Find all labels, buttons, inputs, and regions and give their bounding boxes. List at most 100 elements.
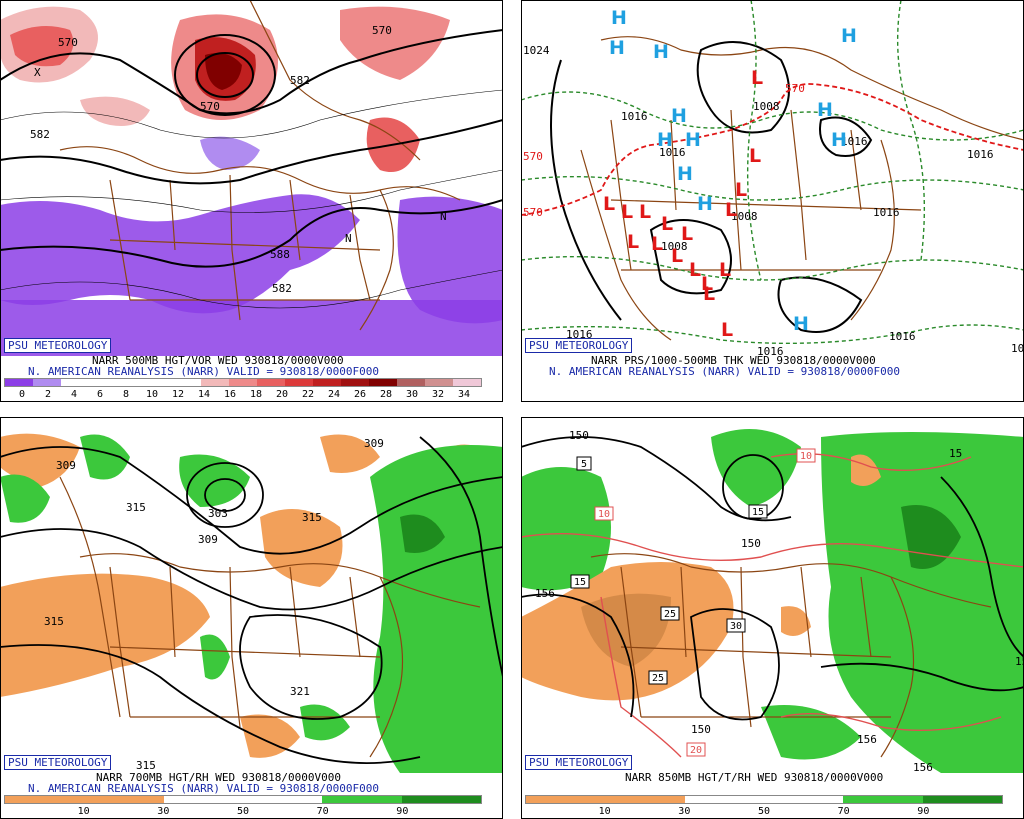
high-pressure-marker: H [685, 129, 701, 151]
colorbar-tick-label: 26 [353, 389, 367, 400]
map-850mb-t-rh: 150 156 150 150 156 156 15 15 5 10 10 15… [521, 417, 1024, 773]
panel-title: NARR PRS/1000-500MB THK WED 930818/0000V… [591, 354, 876, 367]
colorbar-tick-label: 20 [275, 389, 289, 400]
low-pressure-marker: L [651, 233, 663, 255]
colorbar-tick-label: 12 [171, 389, 185, 400]
psu-meteorology-badge: PSU METEOROLOGY [525, 755, 633, 770]
panel-500mb-vorticity: 570 570 582 570 582 582 588 X N N PSU ME… [0, 0, 503, 402]
low-pressure-marker: L [735, 179, 747, 201]
contour-label: 570 [58, 36, 78, 49]
contour-label: 315 [136, 759, 156, 772]
thickness-label: 570 [523, 150, 543, 163]
temp-label: 25 [648, 670, 668, 685]
psu-meteorology-badge: PSU METEOROLOGY [525, 338, 633, 353]
colorbar-tick-label: 50 [757, 806, 771, 817]
svg-text:25: 25 [664, 609, 676, 620]
low-pressure-marker: L [751, 67, 763, 89]
contour-label: 15 [949, 447, 962, 460]
contour-label: 570 [200, 100, 220, 113]
colorbar-tick-label: 4 [70, 389, 78, 400]
colorbar-tick-label: 24 [327, 389, 341, 400]
high-pressure-marker: H [611, 7, 627, 29]
high-pressure-marker: H [831, 129, 847, 151]
colorbar-tick-label: 30 [678, 806, 691, 817]
panel-850mb-t-rh: 150 156 150 150 156 156 15 15 5 10 10 15… [521, 417, 1024, 819]
contour-label: 15 [1015, 655, 1024, 668]
contour-label: 156 [535, 587, 555, 600]
contour-label: 582 [272, 282, 292, 295]
contour-label: 1008 [731, 210, 758, 223]
contour-label: 582 [290, 74, 310, 87]
panel-title: NARR 700MB HGT/RH WED 930818/0000V000 [96, 771, 342, 784]
colorbar-swatch [843, 796, 923, 803]
temp-label: 20 [686, 742, 706, 757]
low-pressure-marker: L [725, 199, 737, 221]
low-pressure-marker: L [661, 213, 673, 235]
high-pressure-marker: H [793, 313, 809, 335]
colorbar-swatch [322, 796, 402, 803]
contour-label: 1016 [566, 328, 593, 341]
svg-text:10: 10 [598, 509, 610, 520]
temp-label: 15 [748, 504, 768, 519]
temp-label: 25 [660, 606, 680, 621]
panel-title: NARR 850MB HGT/T/RH WED 930818/0000V000 [625, 771, 884, 784]
colorbar-swatch [397, 379, 425, 386]
low-pressure-marker: L [721, 319, 733, 341]
contour-label: 582 [30, 128, 50, 141]
panel-subtitle: N. AMERICAN REANALYSIS (NARR) VALID = 93… [28, 365, 379, 378]
temp-label: 10 [796, 448, 816, 463]
psu-meteorology-badge: PSU METEOROLOGY [4, 755, 112, 770]
colorbar-swatch [341, 379, 369, 386]
colorbar-ticks: 10 30 50 70 90 [525, 806, 1003, 818]
contour-label: 1016 [621, 110, 648, 123]
contour-label: 1016 [841, 135, 868, 148]
contour-label: 315 [44, 615, 64, 628]
colorbar [525, 795, 1003, 804]
contour-label: 315 [302, 511, 322, 524]
colorbar-swatch [369, 379, 397, 386]
thickness-label: 570 [523, 206, 543, 219]
svg-text:30: 30 [730, 621, 742, 632]
colorbar-swatch [163, 796, 243, 803]
contour-label: 1016 [889, 330, 916, 343]
colorbar-swatch [33, 379, 61, 386]
colorbar-swatch [173, 379, 201, 386]
contour-label: 1016 [659, 146, 686, 159]
colorbar-swatch [201, 379, 229, 386]
high-pressure-marker: H [657, 129, 673, 151]
high-pressure-marker: H [841, 25, 857, 47]
contour-label: 156 [857, 733, 877, 746]
colorbar-tick-label: 90 [917, 806, 930, 817]
contour-label: N [440, 210, 447, 223]
contour-label: 1008 [661, 240, 688, 253]
temp-label: 5 [576, 456, 592, 471]
low-pressure-marker: L [749, 145, 761, 167]
panel-700mb-rh: 309 309 315 309 303 315 315 321 315 PSU … [0, 417, 503, 819]
contour-label: 1016 [757, 345, 784, 356]
contour-label: 309 [198, 533, 218, 546]
contour-label: 309 [364, 437, 384, 450]
map-700mb-rh: 309 309 315 309 303 315 315 321 315 [0, 417, 503, 773]
colorbar-tick-label: 70 [316, 806, 329, 817]
colorbar-tick-label: 18 [249, 389, 263, 400]
high-pressure-marker: H [653, 41, 669, 63]
colorbar-tick-label: 10 [598, 806, 611, 817]
colorbar-swatch [526, 796, 606, 803]
colorbar-swatch [763, 796, 844, 803]
temp-label: 30 [726, 618, 746, 633]
colorbar-tick-label: 8 [122, 389, 130, 400]
colorbar-ticks: 10 30 50 70 90 [4, 806, 482, 818]
low-pressure-marker: L [701, 273, 713, 295]
colorbar-tick-label: 30 [405, 389, 419, 400]
colorbar [4, 795, 482, 804]
svg-text:25: 25 [652, 673, 664, 684]
colorbar-tick-label: 10 [77, 806, 90, 817]
high-pressure-marker: H [817, 99, 833, 121]
svg-text:15: 15 [574, 577, 586, 588]
low-pressure-marker: L [639, 201, 651, 223]
colorbar-swatch [229, 379, 257, 386]
colorbar-tick-label: 50 [236, 806, 250, 817]
colorbar-tick-label: 70 [837, 806, 850, 817]
colorbar-tick-label: 0 [18, 389, 26, 400]
colorbar-swatch [84, 796, 164, 803]
